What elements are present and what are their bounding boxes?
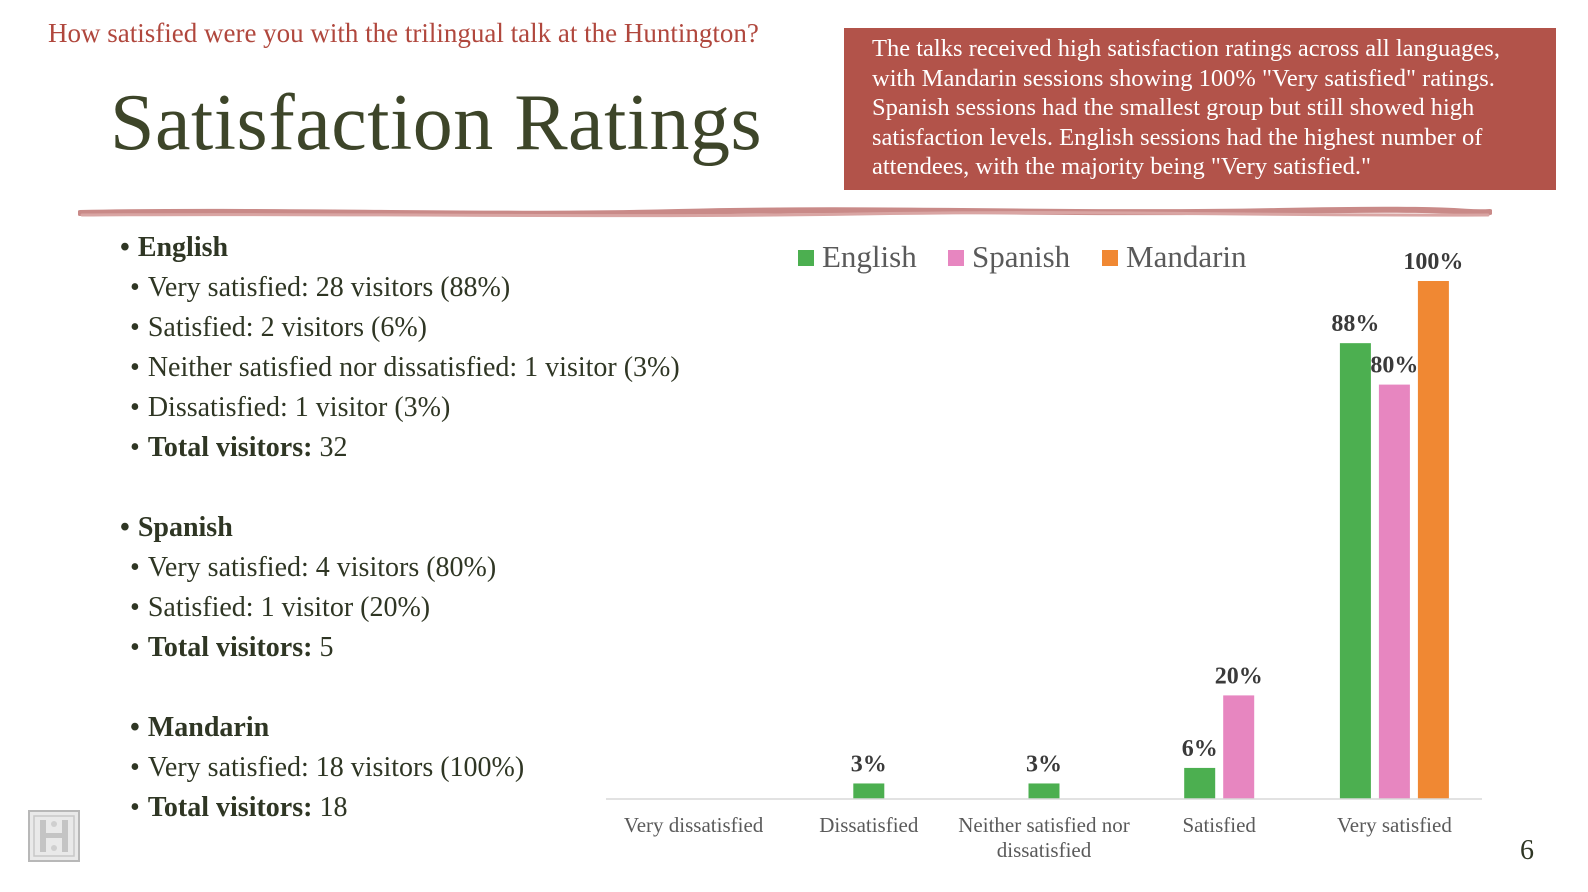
- english-line-3: • Neither satisfied nor dissatisfied: 1 v…: [130, 352, 680, 383]
- english-total: • Total visitors: 32: [130, 432, 348, 463]
- english-line-2: • Satisfied: 2 visitors (6%): [130, 312, 428, 343]
- legend-swatch-english: [798, 250, 814, 266]
- bar-spanish-satisfied: [1223, 695, 1255, 799]
- legend-label-english: English: [822, 239, 917, 274]
- summary-box: The talks received high satisfaction rat…: [844, 28, 1556, 190]
- x-tick-label-very-satisfied: Very satisfied: [1337, 813, 1452, 837]
- data-label-mandarin-very-satisfied: 100%: [1403, 249, 1463, 275]
- data-label-spanish-satisfied: 20%: [1215, 663, 1263, 689]
- stats-list: • English • Very satisfied: 28 visitors (8…: [120, 228, 740, 868]
- data-label-english-neither-satisfied-nor-dissatisfied: 3%: [1026, 751, 1062, 777]
- summary-text: The talks received high satisfaction rat…: [872, 35, 1500, 180]
- mandarin-heading: • Mandarin: [130, 712, 270, 743]
- legend-label-spanish: Spanish: [972, 239, 1071, 274]
- bar-english-dissatisfied: [853, 783, 885, 799]
- bar-spanish-very-satisfied: [1378, 384, 1410, 799]
- spanish-heading: • Spanish: [120, 512, 233, 543]
- data-label-english-very-satisfied: 88%: [1331, 311, 1379, 337]
- x-tick-label-very-dissatisfied: Very dissatisfied: [624, 813, 764, 837]
- data-label-english-dissatisfied: 3%: [851, 751, 887, 777]
- spanish-line-2: • Satisfied: 1 visitor (20%): [130, 592, 431, 623]
- legend-swatch-spanish: [948, 250, 964, 266]
- spanish-total: • Total visitors: 5: [130, 632, 334, 663]
- slide-title: Satisfaction Ratings: [110, 79, 763, 167]
- data-label-english-satisfied: 6%: [1182, 736, 1218, 762]
- mandarin-stats: • Mandarin • Very satisfied: 18 visitors (…: [120, 708, 740, 828]
- bar-mandarin-very-satisfied: [1417, 281, 1449, 799]
- data-label-spanish-very-satisfied: 80%: [1370, 353, 1418, 379]
- english-heading: • English: [120, 232, 229, 263]
- x-tick-label-dissatisfied: Dissatisfied: [819, 813, 919, 837]
- mandarin-line-1: • Very satisfied: 18 visitors (100%): [130, 752, 525, 783]
- huntington-logo-icon: [28, 810, 80, 862]
- english-stats: • English • Very satisfied: 28 visitors (8…: [120, 228, 740, 468]
- x-tick-label-neither-satisfied-nor-dissatisfied: Neither satisfied nor dissatisfied: [958, 813, 1129, 862]
- mandarin-total: • Total visitors: 18: [130, 792, 348, 823]
- survey-question: How satisfied were you with the trilingu…: [48, 18, 759, 48]
- satisfaction-chart: English Spanish Mandarin 3% 3% 6% 20% 88% 80% 100…: [600, 236, 1500, 876]
- english-line-4: • Dissatisfied: 1 visitor (3%): [130, 392, 451, 423]
- title-divider: [78, 206, 1492, 218]
- legend-swatch-mandarin: [1102, 250, 1118, 266]
- spanish-stats: • Spanish • Very satisfied: 4 visitors (80…: [120, 508, 740, 668]
- bar-english-neither-satisfied-nor-dissatisfied: [1028, 783, 1060, 799]
- bar-english-very-satisfied: [1339, 343, 1371, 799]
- legend-label-mandarin: Mandarin: [1126, 239, 1247, 274]
- page-number: 6: [1520, 835, 1534, 866]
- chart-svg: English Spanish Mandarin 3% 3% 6% 20% 88% 80% 100…: [606, 239, 1482, 862]
- spanish-line-1: • Very satisfied: 4 visitors (80%): [130, 552, 497, 583]
- x-tick-label-satisfied: Satisfied: [1182, 813, 1256, 837]
- english-line-1: • Very satisfied: 28 visitors (88%): [130, 272, 511, 303]
- bar-english-satisfied: [1184, 767, 1216, 799]
